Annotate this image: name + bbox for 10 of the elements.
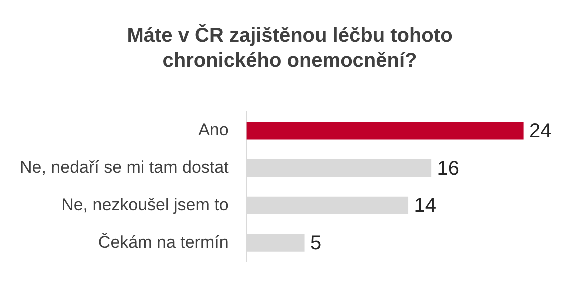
data-label: 5: [310, 232, 322, 255]
data-label: 14: [414, 195, 436, 218]
bar: [246, 122, 524, 140]
y-tick-label: Ne, nedaří se mi tam dostat: [20, 158, 230, 177]
chart-title: Máte v ČR zajištěnou léčbu tohoto chronického onemocnění?: [126, 24, 454, 74]
y-tick-label: Ne, nezkoušel jsem to: [62, 195, 229, 214]
y-tick-label: Ano: [198, 120, 229, 140]
data-label: 16: [437, 158, 460, 180]
y-tick-label: Čekám na termín: [98, 232, 229, 252]
data-label: 24: [529, 120, 552, 142]
